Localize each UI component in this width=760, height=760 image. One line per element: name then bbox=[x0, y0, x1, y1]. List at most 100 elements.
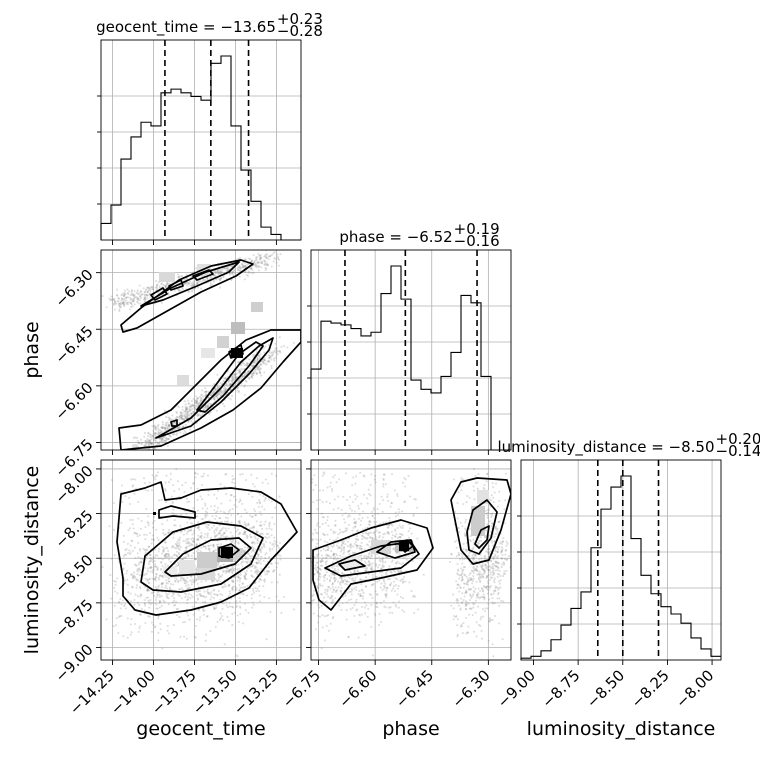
sample-point bbox=[469, 563, 472, 566]
sample-point bbox=[171, 414, 174, 417]
sample-point bbox=[496, 555, 499, 558]
sample-point bbox=[167, 531, 170, 534]
sample-point bbox=[166, 437, 170, 440]
sample-point bbox=[226, 517, 229, 520]
sample-point bbox=[259, 575, 263, 578]
sample-point bbox=[352, 551, 356, 554]
sample-point bbox=[252, 372, 256, 375]
sample-point bbox=[269, 254, 272, 258]
sample-point bbox=[182, 578, 185, 581]
sample-point bbox=[214, 269, 217, 272]
sample-point bbox=[178, 426, 181, 429]
sample-point bbox=[238, 580, 241, 583]
sample-point bbox=[340, 540, 343, 543]
sample-point bbox=[365, 497, 369, 500]
sample-point bbox=[143, 291, 147, 294]
sample-point bbox=[239, 612, 242, 616]
sample-point bbox=[457, 553, 460, 556]
sample-point bbox=[243, 521, 246, 524]
sample-point bbox=[149, 599, 152, 602]
sample-point bbox=[466, 580, 470, 583]
sample-point bbox=[238, 371, 241, 374]
sample-point bbox=[371, 515, 374, 518]
sample-point bbox=[214, 389, 217, 392]
sample-point bbox=[268, 356, 271, 359]
sample-point bbox=[479, 589, 482, 592]
sample-point bbox=[189, 597, 192, 600]
sample-point bbox=[181, 408, 184, 411]
sample-point bbox=[368, 493, 371, 496]
sample-point bbox=[359, 594, 362, 598]
sample-point bbox=[317, 539, 320, 542]
sample-point bbox=[246, 562, 249, 565]
sample-point bbox=[199, 592, 202, 596]
sample-point bbox=[490, 593, 493, 596]
sample-point bbox=[361, 534, 364, 538]
sample-point bbox=[255, 569, 258, 572]
sample-point bbox=[149, 436, 152, 439]
sample-point bbox=[193, 579, 196, 582]
sample-point bbox=[189, 579, 192, 582]
sample-point bbox=[146, 567, 149, 570]
sample-point bbox=[483, 569, 486, 572]
sample-point bbox=[241, 265, 245, 268]
sample-point bbox=[163, 533, 166, 536]
sample-point bbox=[188, 518, 191, 521]
sample-point bbox=[154, 474, 158, 477]
sample-point bbox=[491, 571, 494, 574]
sample-point bbox=[315, 561, 318, 564]
sample-point bbox=[365, 557, 368, 560]
sample-point bbox=[396, 560, 399, 563]
sample-point bbox=[229, 592, 232, 595]
sample-point bbox=[318, 583, 321, 586]
sample-point bbox=[268, 527, 271, 530]
sample-point bbox=[379, 602, 382, 605]
sample-point bbox=[383, 605, 386, 608]
sample-point bbox=[344, 521, 347, 524]
sample-point bbox=[231, 375, 235, 378]
sample-point bbox=[306, 594, 308, 596]
sample-point bbox=[268, 536, 271, 539]
sample-point bbox=[126, 617, 129, 620]
sample-point bbox=[254, 537, 257, 540]
sample-point bbox=[140, 453, 142, 455]
sample-point bbox=[151, 522, 154, 525]
sample-point bbox=[333, 574, 337, 577]
sample-point bbox=[149, 442, 152, 445]
sample-point bbox=[206, 403, 209, 406]
sample-point bbox=[158, 575, 161, 578]
sample-point bbox=[472, 577, 475, 580]
sample-point bbox=[329, 485, 332, 488]
sample-point bbox=[122, 301, 125, 304]
sample-point bbox=[308, 627, 310, 629]
sample-point bbox=[153, 426, 156, 429]
sample-point bbox=[322, 516, 325, 519]
sample-point bbox=[231, 535, 234, 538]
sample-point bbox=[337, 547, 340, 550]
sample-point bbox=[380, 568, 383, 571]
sample-point bbox=[263, 570, 266, 573]
sample-point bbox=[344, 582, 347, 585]
sample-point bbox=[168, 427, 171, 430]
sample-point bbox=[252, 353, 255, 357]
sample-point bbox=[110, 295, 113, 298]
sample-point bbox=[160, 430, 163, 433]
sample-point bbox=[231, 379, 234, 382]
sample-point bbox=[250, 374, 254, 377]
sample-point bbox=[461, 578, 464, 581]
sample-point bbox=[463, 573, 466, 576]
sample-point bbox=[186, 542, 189, 545]
sample-point bbox=[258, 502, 262, 505]
sample-point bbox=[253, 567, 256, 570]
sample-point bbox=[229, 494, 232, 497]
sample-point bbox=[469, 578, 472, 582]
sample-point bbox=[336, 589, 339, 592]
sample-point bbox=[497, 591, 500, 594]
sample-point bbox=[326, 486, 329, 489]
sample-point bbox=[189, 405, 193, 408]
sample-point bbox=[139, 547, 142, 551]
sample-point bbox=[137, 454, 139, 456]
sample-point bbox=[160, 426, 164, 430]
sample-point bbox=[318, 572, 321, 575]
sample-point bbox=[157, 423, 160, 426]
